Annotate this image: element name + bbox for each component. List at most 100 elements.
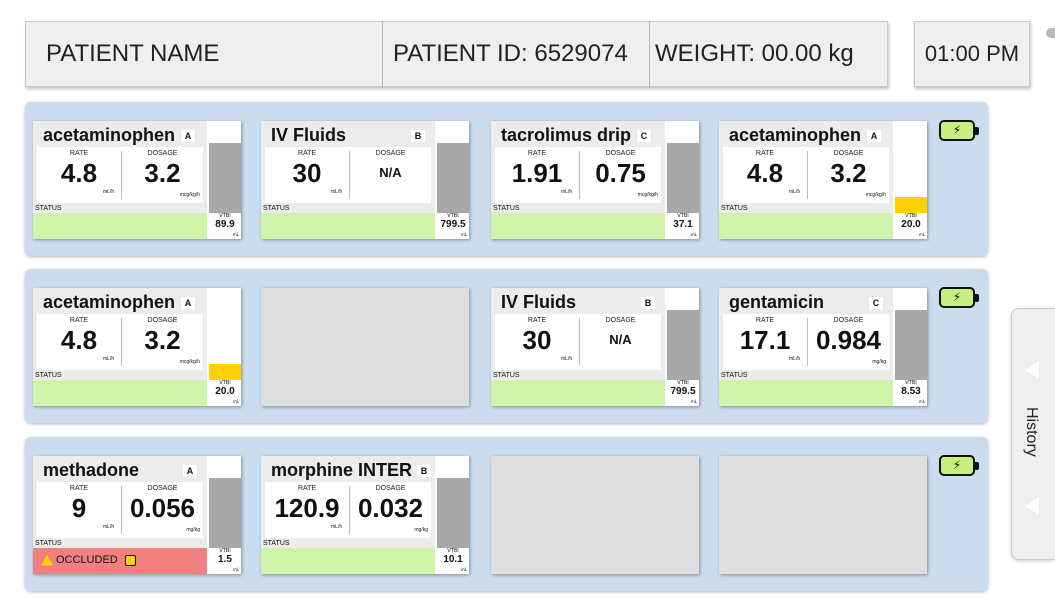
rate-value[interactable]: 1.91 (511, 158, 563, 188)
channel-badge: A (867, 130, 881, 142)
dosage-value[interactable]: 0.984 (815, 325, 882, 355)
pump-card[interactable]: acetaminophen A RATE 4.8 mL/h DOSAGE 3.2 mcg/kg… (33, 288, 241, 406)
status-bar[interactable] (261, 213, 435, 239)
rate-value[interactable]: 4.8 (60, 158, 98, 188)
pump-main: acetaminophen A RATE 4.8 mL/h DOSAGE 3.2 mcg/kg… (33, 288, 207, 406)
dosage-unit: mcg/kg/h (179, 359, 200, 365)
pump-card[interactable]: IV Fluids B RATE 30 mL/h DOSAGE N/A STATUS VTBI 7… (261, 121, 469, 239)
rate-value[interactable]: 4.8 (746, 158, 784, 188)
rate-dosage-panel: RATE 1.91 mL/h DOSAGE 0.75 mcg/kg/h (495, 147, 661, 203)
panel-divider (807, 151, 808, 199)
pump-main: acetaminophen A RATE 4.8 mL/h DOSAGE 3.2 mcg/kg… (719, 121, 893, 239)
pump-main: acetaminophen A RATE 4.8 mL/h DOSAGE 3.2 mcg/kg… (33, 121, 207, 239)
volume-level-bar (895, 310, 927, 380)
dosage-value[interactable]: 3.2 (144, 158, 181, 188)
pump-card[interactable]: acetaminophen A RATE 4.8 mL/h DOSAGE 3.2 mcg/kg… (719, 121, 927, 239)
status-bar[interactable]: OCCLUDED (33, 548, 207, 574)
vtbi-label: VTBI (677, 380, 689, 386)
rate-value[interactable]: 120.9 (274, 493, 340, 523)
pump-main: methadone A RATE 9 mL/h DOSAGE 0.056 mg/kg STATU… (33, 456, 207, 574)
dosage-value[interactable]: 3.2 (830, 158, 867, 188)
dosage-value[interactable]: 3.2 (144, 325, 181, 355)
rate-dosage-panel: RATE 4.8 mL/h DOSAGE 3.2 mcg/kg/h (37, 147, 203, 203)
rate-value[interactable]: 4.8 (60, 325, 98, 355)
status-bar[interactable] (491, 213, 665, 239)
panel-divider (579, 318, 580, 366)
history-label: History (1023, 407, 1040, 457)
patient-name[interactable]: PATIENT NAME (46, 40, 220, 67)
dosage-value[interactable]: N/A (609, 332, 632, 347)
drug-name: acetaminophen (729, 125, 862, 145)
rate-dosage-panel: RATE 4.8 mL/h DOSAGE 3.2 mcg/kg/h (723, 147, 889, 203)
volume-level-bar (437, 143, 469, 213)
status-label: STATUS (721, 372, 748, 379)
dosage-unit: mg/kg (872, 359, 886, 365)
rate-unit: mL/h (789, 189, 801, 195)
empty-pump-slot[interactable] (719, 456, 927, 574)
dosage-label: DOSAGE (605, 317, 636, 324)
patient-weight[interactable]: WEIGHT: 00.00 kg (655, 40, 854, 67)
header-divider (649, 21, 650, 87)
pump-card[interactable]: IV Fluids B RATE 30 mL/h DOSAGE N/A STATUS VTBI 7… (491, 288, 699, 406)
dosage-value[interactable]: N/A (379, 165, 402, 180)
vtbi-value: 20.0 (901, 219, 921, 230)
vtbi-unit: mL (460, 567, 467, 572)
channel-badge: C (637, 130, 651, 142)
status-bar[interactable] (719, 380, 893, 406)
channel-badge: C (869, 297, 883, 309)
rate-label: RATE (297, 150, 317, 157)
channel-badge: B (641, 297, 655, 309)
vtbi-value: 799.5 (440, 219, 466, 230)
volume-level-bar (667, 143, 699, 213)
rate-dosage-panel: RATE 4.8 mL/h DOSAGE 3.2 mcg/kg/h (37, 314, 203, 370)
panel-divider (349, 486, 350, 534)
dosage-label: DOSAGE (833, 317, 864, 324)
alarm-icon (124, 554, 136, 566)
rate-value[interactable]: 30 (292, 158, 322, 188)
volume-column: VTBI 37.1 mL (665, 121, 699, 239)
rate-value[interactable]: 30 (522, 325, 552, 355)
rate-unit: mL/h (789, 356, 801, 362)
vtbi-label: VTBI (677, 213, 689, 219)
pump-card[interactable]: gentamicin C RATE 17.1 mL/h DOSAGE 0.984 mg/kg S… (719, 288, 927, 406)
rate-value[interactable]: 9 (71, 493, 87, 523)
dosage-value[interactable]: 0.056 (129, 493, 196, 523)
vtbi-label: VTBI (447, 213, 459, 219)
empty-pump-slot[interactable] (261, 288, 469, 406)
pump-card[interactable]: methadone A RATE 9 mL/h DOSAGE 0.056 mg/kg STATU… (33, 456, 241, 574)
drug-name: acetaminophen (43, 125, 176, 145)
panel-divider (349, 151, 350, 199)
dosage-label: DOSAGE (375, 150, 406, 157)
dosage-unit: mcg/kg/h (179, 192, 200, 198)
panel-divider (807, 318, 808, 366)
rate-value[interactable]: 17.1 (739, 325, 791, 355)
panel-divider (579, 151, 580, 199)
pump-card[interactable]: tacrolimus drip C RATE 1.91 mL/h DOSAGE 0.75 mc… (491, 121, 699, 239)
rate-unit: mL/h (103, 189, 115, 195)
pump-card[interactable]: acetaminophen A RATE 4.8 mL/h DOSAGE 3.2 mcg/kg… (33, 121, 241, 239)
status-bar[interactable] (33, 213, 207, 239)
history-tab[interactable]: History (1011, 308, 1055, 560)
volume-column: VTBI 20.0 mL (207, 288, 241, 406)
patient-header: PATIENT NAME PATIENT ID: 6529074 WEIGHT:… (25, 21, 888, 87)
rate-unit: mL/h (103, 524, 115, 530)
channel-badge: A (181, 130, 195, 142)
vtbi-unit: mL (690, 399, 697, 404)
volume-column: VTBI 1.5 mL (207, 456, 241, 574)
pump-row: ⚡ acetaminophen A RATE 4.8 mL/h DOSAGE 3.2 mcg/k… (25, 102, 988, 256)
status-bar[interactable] (33, 380, 207, 406)
channel-badge: A (183, 465, 197, 477)
dosage-value[interactable]: 0.75 (595, 158, 646, 188)
status-bar[interactable] (261, 548, 435, 574)
dosage-label: DOSAGE (605, 150, 636, 157)
pump-card[interactable]: morphine INTER B RATE 120.9 mL/h DOSAGE 0.032 m… (261, 456, 469, 574)
empty-pump-slot[interactable] (491, 456, 699, 574)
status-bar[interactable] (491, 380, 665, 406)
panel-divider (121, 486, 122, 534)
status-label: STATUS (493, 372, 520, 379)
drug-name: gentamicin (729, 292, 825, 312)
status-bar[interactable] (719, 213, 893, 239)
vtbi-label: VTBI (219, 213, 231, 219)
dosage-value[interactable]: 0.032 (357, 493, 424, 523)
vtbi-unit: mL (918, 232, 925, 237)
